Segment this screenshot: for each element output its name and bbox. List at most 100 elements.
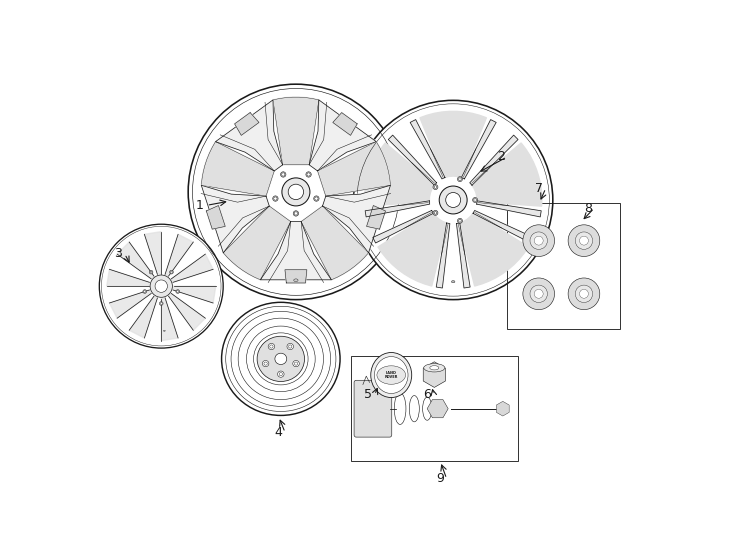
Polygon shape [261, 221, 332, 280]
Polygon shape [410, 119, 445, 179]
Circle shape [457, 218, 462, 224]
Circle shape [177, 291, 179, 293]
Polygon shape [373, 211, 433, 243]
Polygon shape [365, 201, 429, 217]
Circle shape [150, 275, 172, 298]
Polygon shape [436, 223, 450, 288]
Polygon shape [476, 201, 541, 217]
Circle shape [306, 172, 311, 177]
Circle shape [575, 232, 592, 249]
Bar [507, 202, 620, 329]
Circle shape [575, 285, 592, 302]
Polygon shape [318, 141, 390, 196]
Ellipse shape [430, 366, 439, 370]
Circle shape [434, 212, 437, 214]
Circle shape [274, 197, 277, 200]
Polygon shape [473, 211, 534, 243]
Ellipse shape [293, 361, 299, 367]
Text: 1: 1 [196, 199, 204, 212]
Polygon shape [173, 286, 216, 303]
Circle shape [568, 278, 600, 309]
Circle shape [143, 289, 147, 293]
Polygon shape [333, 113, 357, 136]
Circle shape [170, 271, 172, 273]
Circle shape [159, 302, 163, 305]
Circle shape [176, 289, 180, 293]
Ellipse shape [277, 371, 284, 377]
Circle shape [288, 184, 304, 200]
Polygon shape [171, 254, 213, 282]
Text: LAND
ROVER: LAND ROVER [385, 371, 398, 379]
Circle shape [459, 220, 461, 222]
Ellipse shape [354, 100, 553, 300]
Polygon shape [145, 232, 161, 274]
Polygon shape [273, 97, 319, 165]
Polygon shape [457, 223, 470, 288]
Ellipse shape [294, 279, 298, 281]
Bar [351, 356, 517, 461]
Ellipse shape [287, 343, 294, 349]
Circle shape [439, 186, 467, 214]
Ellipse shape [268, 343, 275, 349]
Text: 6: 6 [424, 388, 432, 401]
Circle shape [150, 271, 152, 273]
Circle shape [155, 280, 167, 292]
Polygon shape [117, 242, 154, 279]
Polygon shape [216, 100, 283, 171]
Polygon shape [201, 185, 269, 253]
Text: 4: 4 [275, 426, 283, 439]
Ellipse shape [257, 336, 305, 381]
Polygon shape [470, 135, 518, 185]
Circle shape [294, 212, 297, 215]
Polygon shape [471, 143, 542, 206]
Polygon shape [235, 113, 259, 136]
Ellipse shape [275, 353, 287, 365]
Circle shape [144, 291, 146, 293]
Ellipse shape [451, 281, 455, 283]
Ellipse shape [99, 224, 223, 348]
Circle shape [459, 178, 461, 180]
Polygon shape [169, 293, 206, 330]
Circle shape [149, 270, 153, 274]
Circle shape [580, 236, 589, 245]
Polygon shape [301, 206, 368, 280]
Circle shape [523, 278, 555, 309]
Polygon shape [109, 290, 151, 318]
Circle shape [473, 198, 478, 202]
Polygon shape [285, 270, 307, 283]
Ellipse shape [371, 353, 412, 397]
Circle shape [307, 173, 310, 176]
Text: 9: 9 [436, 472, 444, 485]
Polygon shape [366, 206, 385, 229]
FancyBboxPatch shape [354, 380, 392, 437]
Polygon shape [322, 185, 390, 253]
Circle shape [580, 289, 589, 298]
Text: 8: 8 [584, 201, 592, 214]
Polygon shape [459, 213, 528, 286]
Circle shape [170, 270, 173, 274]
Ellipse shape [164, 330, 165, 332]
Text: 5: 5 [364, 388, 372, 401]
Polygon shape [462, 119, 496, 179]
Circle shape [273, 196, 278, 201]
Polygon shape [365, 143, 435, 206]
Circle shape [534, 236, 543, 245]
Ellipse shape [424, 363, 445, 372]
Ellipse shape [188, 84, 404, 300]
Circle shape [446, 192, 461, 207]
Polygon shape [201, 141, 275, 196]
Circle shape [280, 172, 286, 177]
Text: 3: 3 [115, 247, 122, 260]
Ellipse shape [262, 361, 269, 367]
Circle shape [474, 199, 476, 201]
Polygon shape [223, 206, 291, 280]
Circle shape [568, 225, 600, 256]
Ellipse shape [377, 366, 406, 384]
Circle shape [534, 289, 543, 298]
Ellipse shape [374, 356, 408, 394]
Circle shape [433, 211, 438, 215]
Polygon shape [165, 234, 193, 276]
Circle shape [282, 173, 285, 176]
Circle shape [434, 186, 437, 188]
Circle shape [523, 225, 555, 256]
